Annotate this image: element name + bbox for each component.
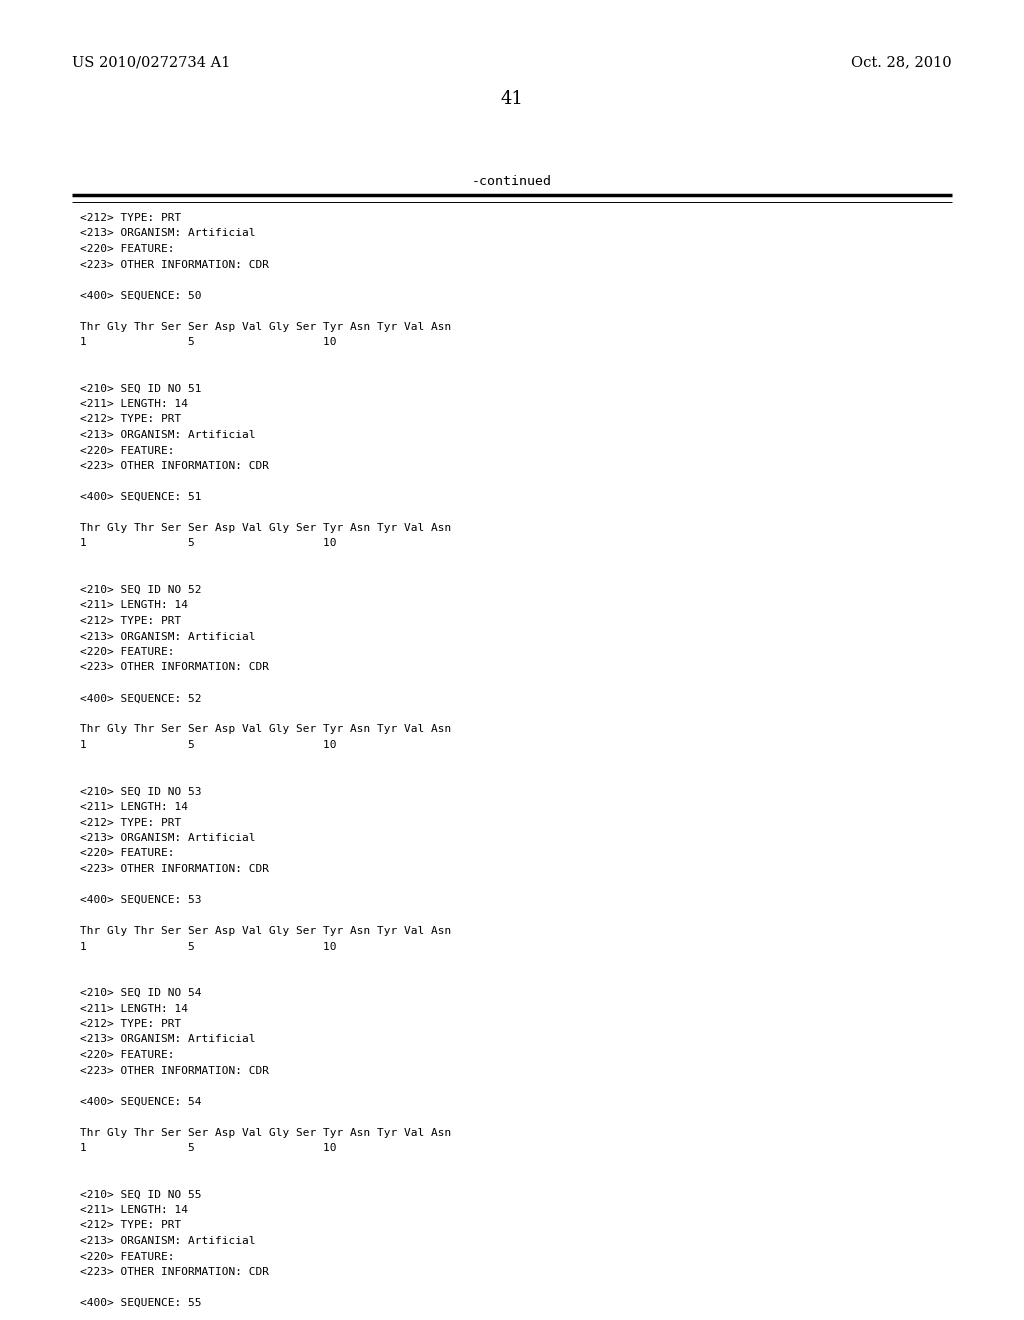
Text: <212> TYPE: PRT: <212> TYPE: PRT [80,1221,181,1230]
Text: Thr Gly Thr Ser Ser Asp Val Gly Ser Tyr Asn Tyr Val Asn: Thr Gly Thr Ser Ser Asp Val Gly Ser Tyr … [80,927,452,936]
Text: <211> LENGTH: 14: <211> LENGTH: 14 [80,1003,188,1014]
Text: <213> ORGANISM: Artificial: <213> ORGANISM: Artificial [80,430,256,440]
Text: <220> FEATURE:: <220> FEATURE: [80,446,174,455]
Text: <223> OTHER INFORMATION: CDR: <223> OTHER INFORMATION: CDR [80,663,269,672]
Text: <223> OTHER INFORMATION: CDR: <223> OTHER INFORMATION: CDR [80,1267,269,1276]
Text: <212> TYPE: PRT: <212> TYPE: PRT [80,213,181,223]
Text: <220> FEATURE:: <220> FEATURE: [80,647,174,657]
Text: <220> FEATURE:: <220> FEATURE: [80,1049,174,1060]
Text: 1               5                   10: 1 5 10 [80,539,337,549]
Text: Oct. 28, 2010: Oct. 28, 2010 [851,55,952,69]
Text: <210> SEQ ID NO 53: <210> SEQ ID NO 53 [80,787,202,796]
Text: <400> SEQUENCE: 55: <400> SEQUENCE: 55 [80,1298,202,1308]
Text: <400> SEQUENCE: 51: <400> SEQUENCE: 51 [80,492,202,502]
Text: Thr Gly Thr Ser Ser Asp Val Gly Ser Tyr Asn Tyr Val Asn: Thr Gly Thr Ser Ser Asp Val Gly Ser Tyr … [80,523,452,533]
Text: <213> ORGANISM: Artificial: <213> ORGANISM: Artificial [80,833,256,843]
Text: 1               5                   10: 1 5 10 [80,941,337,952]
Text: <223> OTHER INFORMATION: CDR: <223> OTHER INFORMATION: CDR [80,1065,269,1076]
Text: <210> SEQ ID NO 54: <210> SEQ ID NO 54 [80,987,202,998]
Text: <211> LENGTH: 14: <211> LENGTH: 14 [80,399,188,409]
Text: <400> SEQUENCE: 54: <400> SEQUENCE: 54 [80,1097,202,1106]
Text: <213> ORGANISM: Artificial: <213> ORGANISM: Artificial [80,228,256,239]
Text: 1               5                   10: 1 5 10 [80,741,337,750]
Text: 1               5                   10: 1 5 10 [80,1143,337,1152]
Text: -continued: -continued [472,176,552,187]
Text: <220> FEATURE:: <220> FEATURE: [80,849,174,858]
Text: 41: 41 [501,90,523,108]
Text: US 2010/0272734 A1: US 2010/0272734 A1 [72,55,230,69]
Text: 1               5                   10: 1 5 10 [80,337,337,347]
Text: <213> ORGANISM: Artificial: <213> ORGANISM: Artificial [80,631,256,642]
Text: Thr Gly Thr Ser Ser Asp Val Gly Ser Tyr Asn Tyr Val Asn: Thr Gly Thr Ser Ser Asp Val Gly Ser Tyr … [80,1127,452,1138]
Text: <400> SEQUENCE: 52: <400> SEQUENCE: 52 [80,693,202,704]
Text: <223> OTHER INFORMATION: CDR: <223> OTHER INFORMATION: CDR [80,260,269,269]
Text: <220> FEATURE:: <220> FEATURE: [80,1251,174,1262]
Text: <212> TYPE: PRT: <212> TYPE: PRT [80,414,181,425]
Text: <211> LENGTH: 14: <211> LENGTH: 14 [80,1205,188,1214]
Text: <223> OTHER INFORMATION: CDR: <223> OTHER INFORMATION: CDR [80,461,269,471]
Text: Thr Gly Thr Ser Ser Asp Val Gly Ser Tyr Asn Tyr Val Asn: Thr Gly Thr Ser Ser Asp Val Gly Ser Tyr … [80,725,452,734]
Text: <210> SEQ ID NO 55: <210> SEQ ID NO 55 [80,1189,202,1200]
Text: <213> ORGANISM: Artificial: <213> ORGANISM: Artificial [80,1236,256,1246]
Text: <210> SEQ ID NO 52: <210> SEQ ID NO 52 [80,585,202,595]
Text: <400> SEQUENCE: 53: <400> SEQUENCE: 53 [80,895,202,906]
Text: <400> SEQUENCE: 50: <400> SEQUENCE: 50 [80,290,202,301]
Text: <211> LENGTH: 14: <211> LENGTH: 14 [80,803,188,812]
Text: <212> TYPE: PRT: <212> TYPE: PRT [80,817,181,828]
Text: <223> OTHER INFORMATION: CDR: <223> OTHER INFORMATION: CDR [80,865,269,874]
Text: <210> SEQ ID NO 51: <210> SEQ ID NO 51 [80,384,202,393]
Text: <220> FEATURE:: <220> FEATURE: [80,244,174,253]
Text: <213> ORGANISM: Artificial: <213> ORGANISM: Artificial [80,1035,256,1044]
Text: <212> TYPE: PRT: <212> TYPE: PRT [80,1019,181,1030]
Text: Thr Gly Thr Ser Ser Asp Val Gly Ser Tyr Asn Tyr Val Asn: Thr Gly Thr Ser Ser Asp Val Gly Ser Tyr … [80,322,452,331]
Text: <212> TYPE: PRT: <212> TYPE: PRT [80,616,181,626]
Text: <211> LENGTH: 14: <211> LENGTH: 14 [80,601,188,610]
